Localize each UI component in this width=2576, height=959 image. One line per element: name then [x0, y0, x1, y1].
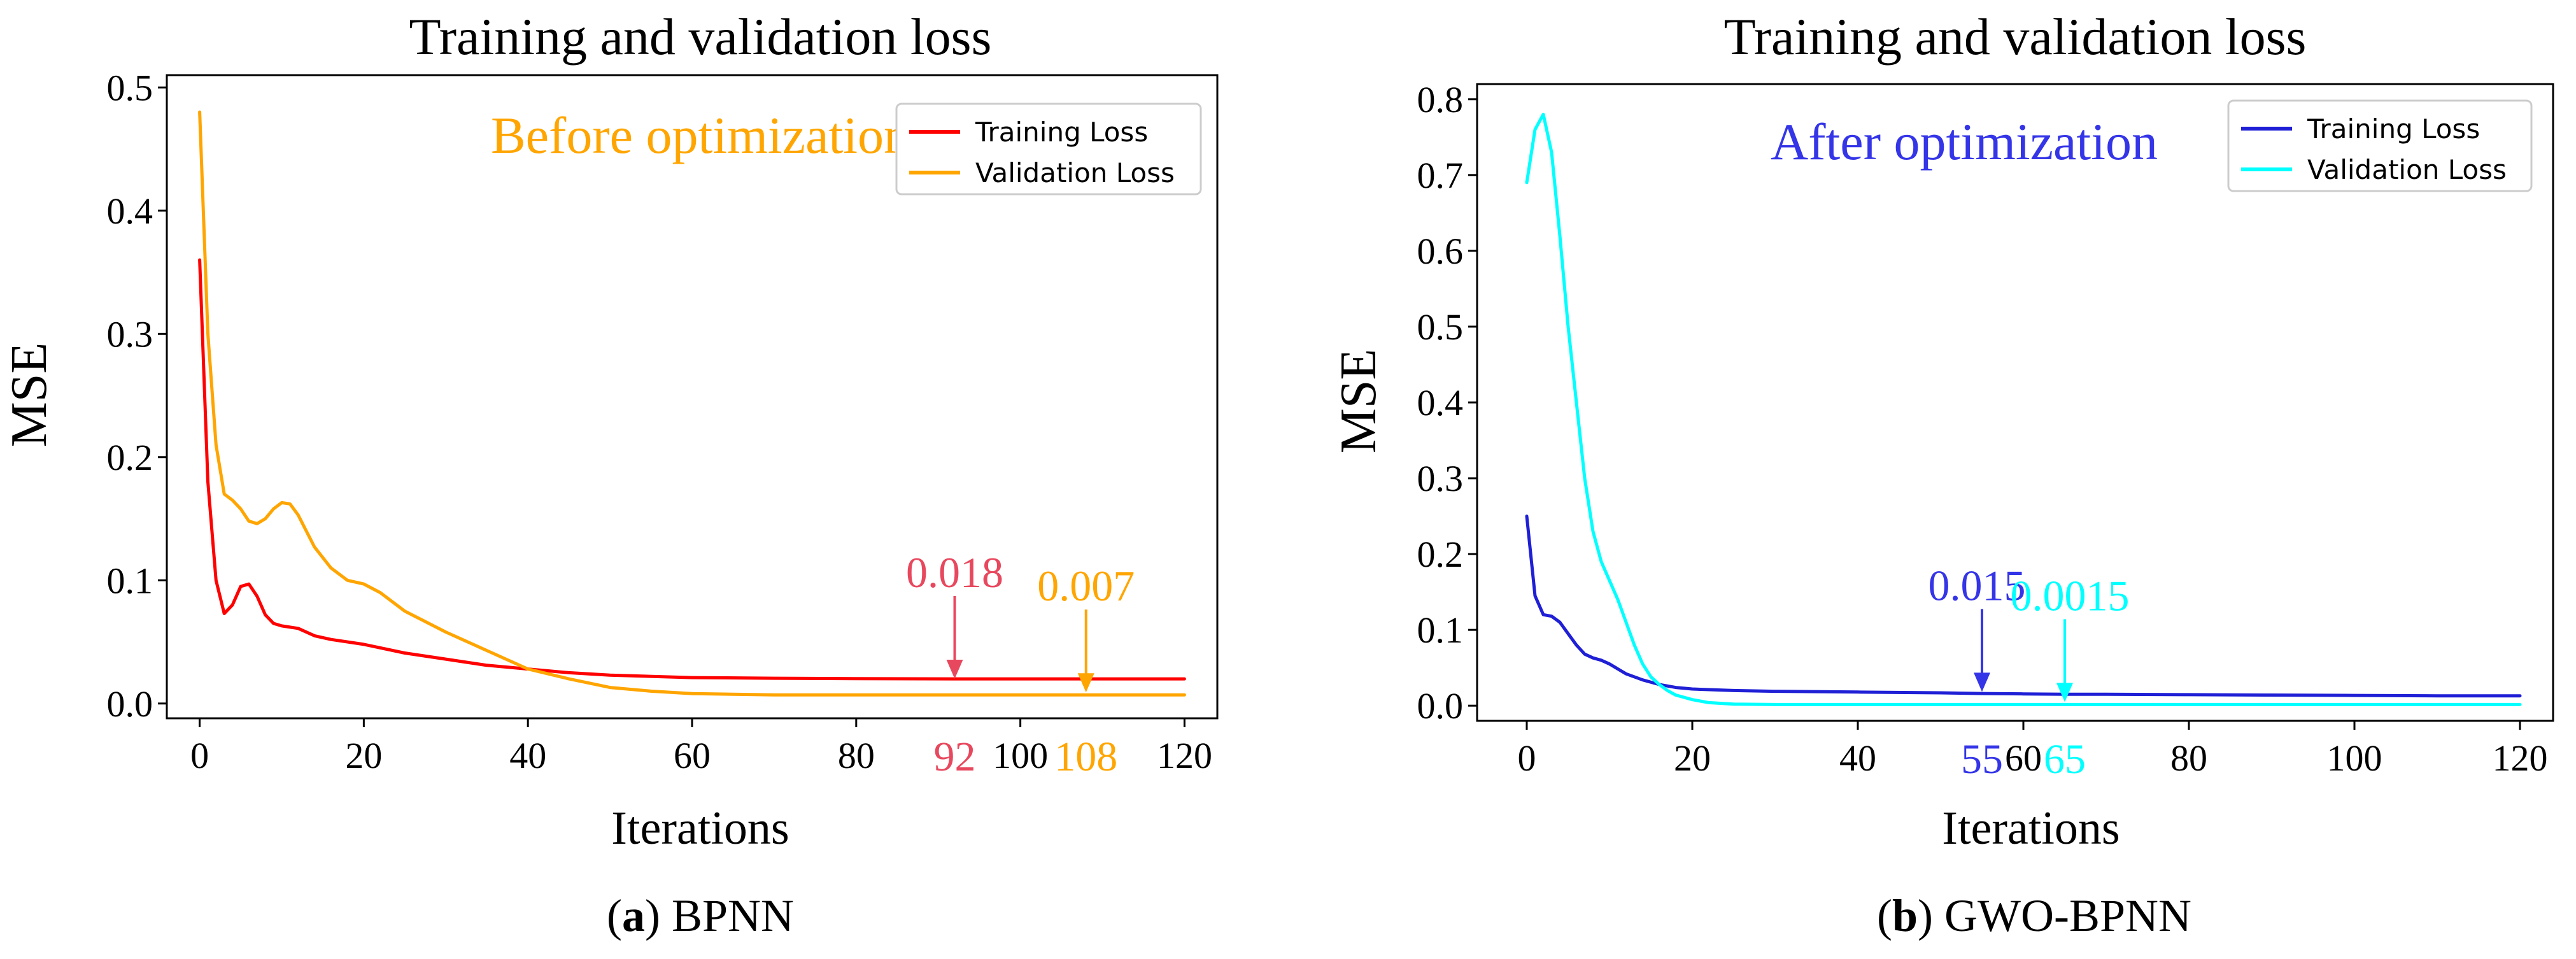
x-tick-label: 80 — [2170, 737, 2207, 779]
marker-value-label: 0.0015 — [2011, 571, 2130, 620]
y-tick-label: 0.5 — [1417, 306, 1464, 348]
series-line-training-loss — [198, 258, 1186, 681]
marker-x-label: 65 — [2044, 736, 2086, 783]
x-tick-label: 80 — [838, 735, 875, 776]
y-tick-label: 0.8 — [1417, 79, 1464, 120]
panel-caption: (b) GWO-BPNN — [1877, 890, 2191, 941]
legend-label: Validation Loss — [975, 157, 1175, 188]
legend-box — [2227, 99, 2533, 192]
legend-box — [895, 103, 1202, 195]
x-tick-label: 20 — [345, 735, 382, 776]
legend-label: Training Loss — [975, 117, 1148, 148]
panel-b: 0.0 0.1 0.2 0.3 0.4 0.5 0.6 0.7 0.8 0 20 40 60 80 100 1… — [1331, 8, 2554, 941]
y-tick-label: 0.7 — [1417, 155, 1464, 196]
y-tick-label: 0.2 — [1417, 534, 1464, 575]
x-tick-label: 40 — [1839, 737, 1876, 779]
y-tick-label: 0.4 — [107, 190, 153, 232]
marker-x-label: 108 — [1054, 734, 1117, 780]
legend-label: Training Loss — [2307, 113, 2480, 145]
y-tick-label: 0.3 — [107, 313, 153, 355]
marker-x-label: 92 — [934, 734, 976, 780]
y-tick-label: 0.4 — [1417, 382, 1464, 423]
y-tick-label: 0.5 — [107, 67, 153, 108]
y-tick-label: 0.6 — [1417, 231, 1464, 272]
marker-value-label: 0.018 — [906, 548, 1003, 597]
y-tick-label: 0.0 — [107, 683, 153, 725]
x-tick-label: 0 — [190, 735, 209, 776]
y-tick-label: 0.0 — [1417, 685, 1464, 727]
y-axis-label: MSE — [1331, 349, 1387, 454]
marker-arrow-head — [1974, 672, 1990, 692]
legend-label: Validation Loss — [2307, 154, 2507, 185]
y-tick-label: 0.2 — [107, 437, 153, 478]
x-tick-label: 40 — [509, 735, 546, 776]
series-line-validation-loss — [1525, 113, 2522, 706]
marker-arrow-head — [946, 659, 963, 679]
series-line-validation-loss — [198, 110, 1186, 697]
series-line-training-loss — [1525, 515, 2522, 698]
marker-arrow-head — [1077, 673, 1094, 693]
y-tick-label: 0.3 — [1417, 458, 1464, 499]
optimization-annotation: After optimization — [1771, 113, 2158, 171]
x-tick-label: 20 — [1674, 737, 1711, 779]
chart-title: Training and validation loss — [409, 8, 992, 66]
panel-caption: (a) BPNN — [607, 890, 794, 941]
x-tick-label: 100 — [993, 735, 1048, 776]
marker-x-label: 55 — [1961, 736, 2003, 783]
x-tick-label: 100 — [2327, 737, 2382, 779]
marker-value-label: 0.007 — [1037, 562, 1135, 610]
y-tick-label: 0.1 — [107, 560, 153, 601]
y-tick-label: 0.1 — [1417, 609, 1464, 651]
x-tick-label: 60 — [2005, 737, 2042, 779]
caption-text: GWO-BPNN — [1944, 890, 2191, 941]
panel-a: 0.0 0.1 0.2 0.3 0.4 0.5 0 20 40 60 80 100 120 0.018 92… — [1, 8, 1219, 941]
optimization-annotation: Before optimization — [491, 106, 910, 164]
x-tick-label: 0 — [1518, 737, 1536, 779]
x-tick-label: 60 — [674, 735, 711, 776]
x-axis-label: Iterations — [1942, 802, 2120, 855]
caption-letter: a — [622, 890, 645, 941]
y-axis-label: MSE — [1, 343, 57, 448]
x-axis-label: Iterations — [611, 802, 789, 855]
caption-text: BPNN — [672, 890, 794, 941]
caption-letter: b — [1892, 890, 1918, 941]
x-tick-label: 120 — [2493, 737, 2548, 779]
marker-value-label: 0.015 — [1928, 561, 2026, 609]
x-tick-label: 120 — [1157, 735, 1212, 776]
chart-title: Training and validation loss — [1724, 8, 2307, 66]
marker-arrow-head — [2056, 683, 2073, 702]
